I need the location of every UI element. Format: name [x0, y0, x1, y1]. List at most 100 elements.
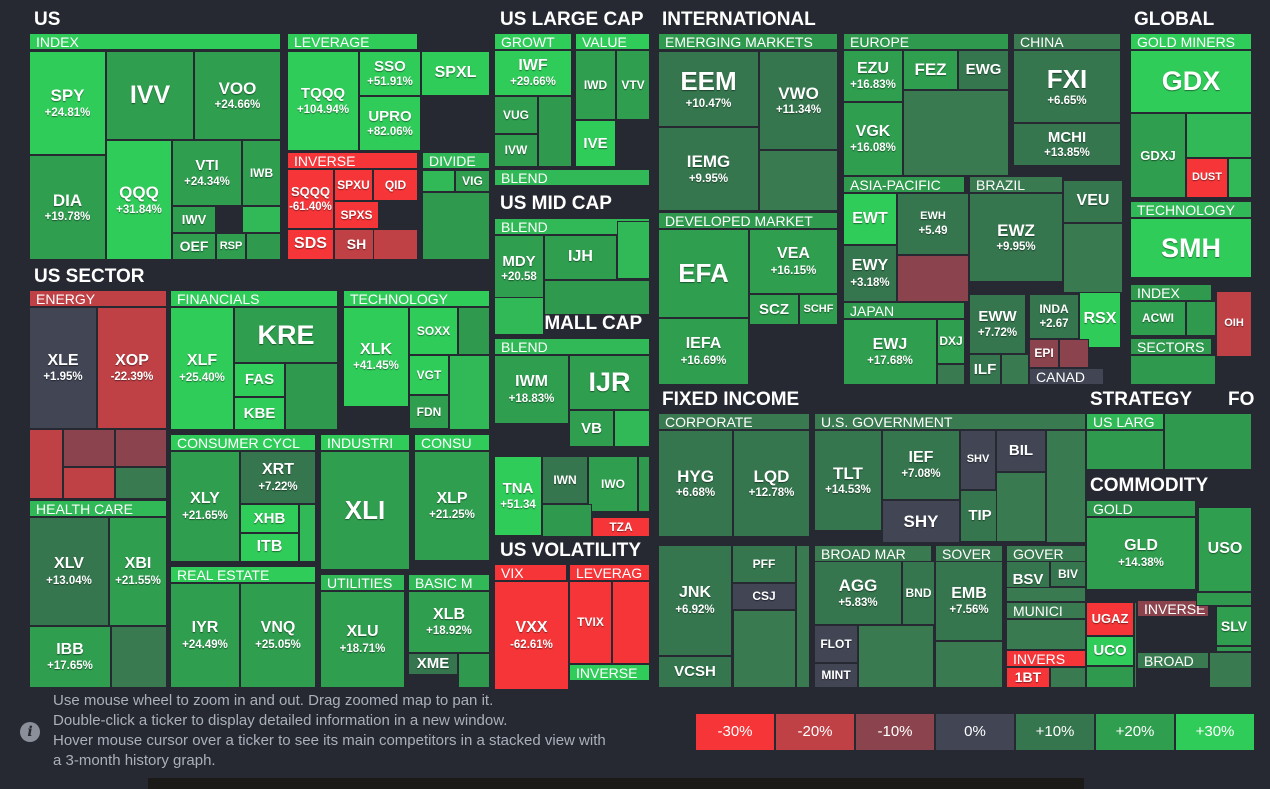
small-ticker-tile[interactable] — [759, 150, 838, 211]
ticker-tile-xli[interactable]: XLI — [320, 451, 410, 570]
ticker-tile-ugaz[interactable]: UGAZ — [1086, 602, 1134, 636]
ticker-tile-xlp[interactable]: XLP +21.25% — [414, 451, 490, 561]
small-ticker-tile[interactable] — [1006, 619, 1086, 650]
small-ticker-tile[interactable] — [246, 233, 281, 260]
small-ticker-tile[interactable] — [63, 467, 115, 499]
ticker-tile-vgk[interactable]: VGK +16.08% — [843, 102, 903, 176]
ticker-tile-sqqq[interactable]: SQQQ -61.40% — [287, 169, 334, 229]
small-ticker-tile[interactable] — [422, 170, 455, 192]
small-ticker-tile[interactable] — [1186, 113, 1252, 158]
ticker-tile-uso[interactable]: USO — [1198, 507, 1252, 592]
ticker-tile-inda[interactable]: INDA +2.67 — [1029, 294, 1079, 339]
ticker-tile-xhb[interactable]: XHB — [240, 504, 299, 533]
small-ticker-tile[interactable] — [903, 90, 1009, 176]
ticker-tile-iwn[interactable]: IWN — [542, 456, 588, 504]
small-ticker-tile[interactable] — [796, 545, 810, 688]
small-ticker-tile[interactable] — [1209, 652, 1252, 688]
ticker-tile-ewz[interactable]: EWZ +9.95% — [969, 193, 1063, 282]
small-ticker-tile[interactable] — [638, 456, 650, 512]
ticker-tile-soxx[interactable]: SOXX — [409, 307, 458, 355]
ticker-tile-vb[interactable]: VB — [569, 410, 614, 447]
small-ticker-tile[interactable] — [1059, 339, 1089, 368]
small-ticker-tile[interactable] — [111, 626, 167, 688]
ticker-tile-ewy[interactable]: EWY +3.18% — [843, 245, 897, 302]
small-ticker-tile[interactable] — [373, 229, 418, 260]
small-ticker-tile[interactable] — [1134, 602, 1137, 688]
ticker-tile-tna[interactable]: TNA +51.34 — [494, 456, 542, 536]
ticker-tile-spxu[interactable]: SPXU — [334, 169, 373, 201]
small-ticker-tile[interactable] — [115, 429, 167, 467]
ticker-tile-pff[interactable]: PFF — [732, 545, 796, 583]
ticker-tile-qqq[interactable]: QQQ +31.84% — [106, 140, 172, 260]
small-ticker-tile[interactable] — [242, 206, 281, 233]
small-ticker-tile[interactable] — [1186, 301, 1216, 336]
ticker-tile-ivw[interactable]: IVW — [494, 134, 538, 167]
ticker-tile-xop[interactable]: XOP -22.39% — [97, 307, 167, 429]
ticker-tile-gld[interactable]: GLD +14.38% — [1086, 517, 1196, 590]
ticker-tile-fas[interactable]: FAS — [234, 363, 285, 397]
ticker-tile-jnk[interactable]: JNK +6.92% — [658, 545, 732, 656]
ticker-tile-vwo[interactable]: VWO +11.34% — [759, 51, 838, 150]
ticker-tile-slv[interactable]: SLV — [1216, 606, 1252, 646]
ticker-tile-spy[interactable]: SPY +24.81% — [29, 51, 106, 155]
ticker-tile-bnd[interactable]: BND — [902, 561, 935, 625]
small-ticker-tile[interactable] — [617, 221, 650, 279]
ticker-tile-vti[interactable]: VTI +24.34% — [172, 140, 242, 206]
ticker-tile-schf[interactable]: SCHF — [799, 294, 838, 325]
ticker-tile-vug[interactable]: VUG — [494, 96, 538, 134]
small-ticker-tile[interactable] — [1228, 158, 1252, 198]
small-ticker-tile[interactable] — [542, 504, 592, 537]
ticker-tile-tlt[interactable]: TLT +14.53% — [814, 430, 882, 531]
ticker-tile-iwb[interactable]: IWB — [242, 140, 281, 206]
ticker-tile-vgt[interactable]: VGT — [409, 355, 449, 395]
ticker-tile-csj[interactable]: CSJ — [732, 583, 796, 610]
ticker-tile-iwo[interactable]: IWO — [588, 456, 638, 512]
ticker-tile-hyg[interactable]: HYG +6.68% — [658, 430, 733, 537]
ticker-tile-ijr[interactable]: IJR — [569, 355, 650, 410]
small-ticker-tile[interactable] — [937, 364, 965, 385]
ticker-tile-epi[interactable]: EPI — [1029, 339, 1059, 368]
small-ticker-tile[interactable] — [935, 641, 1003, 688]
ticker-tile-fdn[interactable]: FDN — [409, 395, 449, 429]
small-ticker-tile[interactable] — [1006, 587, 1086, 602]
small-ticker-tile[interactable] — [1086, 430, 1164, 470]
ticker-tile-tip[interactable]: TIP — [960, 490, 1000, 542]
ticker-tile-eww[interactable]: EWW +7.72% — [969, 294, 1026, 354]
ticker-tile-gdxj[interactable]: GDXJ — [1130, 113, 1186, 198]
ticker-tile-uco[interactable]: UCO — [1086, 636, 1134, 666]
ticker-tile-sso[interactable]: SSO +51.91% — [359, 51, 421, 96]
ticker-tile-iemg[interactable]: IEMG +9.95% — [658, 127, 759, 211]
ticker-tile-xme[interactable]: XME — [408, 653, 458, 675]
small-ticker-tile[interactable] — [285, 363, 338, 430]
ticker-tile-agg[interactable]: AGG +5.83% — [814, 561, 902, 625]
ticker-tile-kbe[interactable]: KBE — [234, 397, 285, 430]
ticker-tile-xrt[interactable]: XRT +7.22% — [240, 451, 316, 504]
small-ticker-tile[interactable] — [1046, 430, 1086, 543]
ticker-tile-kre[interactable]: KRE — [234, 307, 338, 363]
small-ticker-tile[interactable] — [1130, 355, 1216, 385]
small-ticker-tile[interactable] — [63, 429, 115, 467]
small-ticker-tile[interactable] — [422, 192, 490, 260]
ticker-tile-tza[interactable]: TZA — [592, 517, 650, 537]
ticker-tile-itb[interactable]: ITB — [240, 533, 299, 562]
ticker-tile-ibb[interactable]: IBB +17.65% — [29, 626, 111, 688]
ticker-tile-ilf[interactable]: ILF — [969, 354, 1001, 385]
small-ticker-tile[interactable] — [299, 504, 316, 562]
ticker-tile-qid[interactable]: QID — [373, 169, 418, 201]
ticker-tile-vcsh[interactable]: VCSH — [658, 656, 732, 688]
ticker-tile-1bt[interactable]: 1BT — [1006, 667, 1050, 688]
ticker-tile-flot[interactable]: FLOT — [814, 625, 858, 663]
ticker-tile-ijh[interactable]: IJH — [544, 235, 617, 280]
ticker-tile-fez[interactable]: FEZ — [903, 50, 958, 90]
small-ticker-tile[interactable] — [115, 467, 167, 499]
ticker-tile-iyr[interactable]: IYR +24.49% — [170, 583, 240, 688]
ticker-tile-sds[interactable]: SDS — [287, 229, 334, 260]
ticker-tile-ewt[interactable]: EWT — [843, 193, 897, 245]
ticker-tile-veu[interactable]: VEU — [1063, 180, 1123, 223]
ticker-tile-rsp[interactable]: RSP — [216, 233, 246, 260]
ticker-tile-xle[interactable]: XLE +1.95% — [29, 307, 97, 429]
ticker-tile-bil[interactable]: BIL — [996, 430, 1046, 472]
small-ticker-tile[interactable] — [1001, 354, 1029, 385]
small-ticker-tile[interactable] — [538, 96, 572, 167]
ticker-tile-upro[interactable]: UPRO +82.06% — [359, 96, 421, 151]
